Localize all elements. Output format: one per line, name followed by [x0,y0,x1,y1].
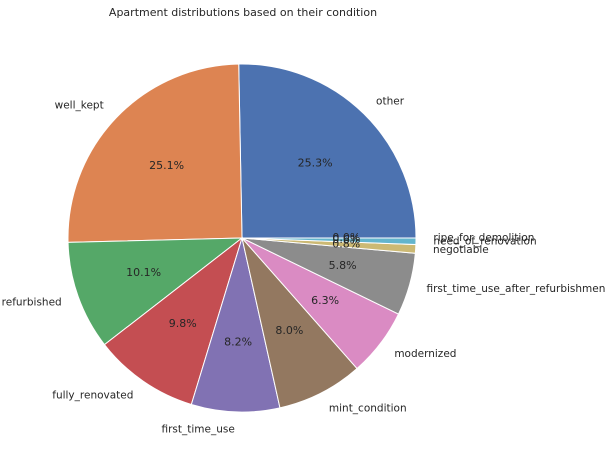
pie-labels: other 25.3% well_kept 25.1% refurbished 10.1%… [2,95,605,435]
pie-slice-well-kept [67,63,243,243]
slice-pct-refurbished: 10.1% [126,266,161,279]
slice-label-negotiable: negotiable [433,244,489,256]
slice-pct-first-time-use: 8.2% [224,335,252,348]
slice-pct-other: 25.3% [298,156,333,169]
pie-slice-fully-renovated [103,236,243,406]
chart-title: Apartment distributions based on their c… [109,6,377,19]
slice-pct-fully-renovated: 9.8% [169,317,197,330]
slice-label-mint-condition: mint_condition [329,403,407,415]
slice-label-other: other [376,95,405,107]
slice-pct-modernized: 6.3% [311,294,339,307]
pie-slice-other [238,63,417,239]
pie-slice-first-time-use [190,236,281,413]
slice-pct-first-time-use-after-refurbishment: 5.8% [329,259,357,272]
slice-label-ripe-for-demolition: ripe_for_demolition [433,232,534,244]
pie-slices [67,63,417,413]
slice-label-need-of-renovation: need_of_renovation [433,236,536,248]
slice-label-fully-renovated: fully_renovated [52,390,133,402]
slice-pct-well-kept: 25.1% [149,159,184,172]
slice-label-refurbished: refurbished [2,296,62,308]
slice-label-well-kept: well_kept [55,100,104,112]
slice-pct-need-of-renovation: 0.6% [332,233,360,246]
slice-pct-negotiable: 0.8% [332,238,360,251]
slice-label-first-time-use-after-refurbishment: first_time_use_after_refurbishment [426,283,605,295]
slice-label-modernized: modernized [394,348,456,360]
slice-label-first-time-use: first_time_use [161,423,234,435]
slice-pct-ripe-for-demolition: 0.0% [332,231,360,244]
slice-pct-mint-condition: 8.0% [275,324,303,337]
pie-slice-refurbished [67,237,244,346]
